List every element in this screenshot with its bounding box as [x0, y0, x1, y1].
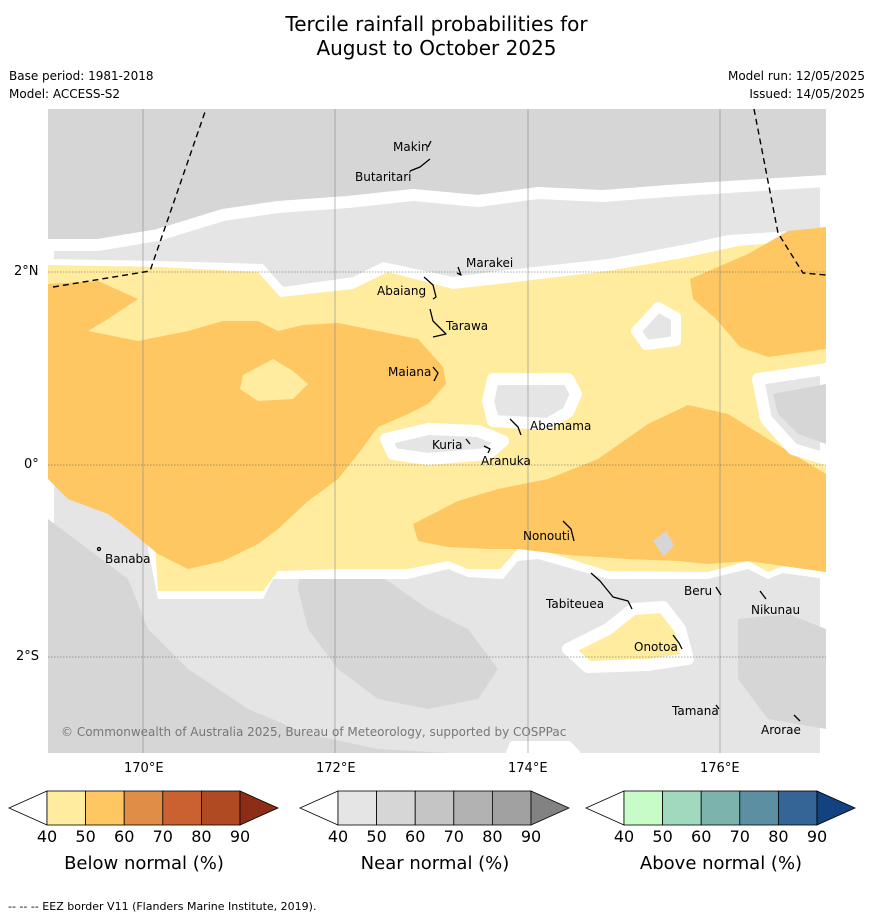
- region-near-50-se: [738, 614, 826, 729]
- colorbar-below-segment-1: [85, 790, 125, 826]
- colorbar-near: [299, 790, 570, 826]
- colorbar-near-arrow-high: [530, 790, 570, 826]
- island-arorae: Arorae: [761, 723, 801, 737]
- colorbar-above-tick: 40: [613, 827, 635, 846]
- colorbar-near-segment-1: [376, 790, 416, 826]
- lat-label-2n: 2°N: [14, 264, 39, 279]
- colorbar-below-arrow-high: [239, 790, 279, 826]
- colorbar-below-segment-3: [162, 790, 202, 826]
- colorbar-near-tick: 90: [520, 827, 542, 846]
- region-below-50-ne: [690, 227, 826, 357]
- colorbar-below-title: Below normal (%): [64, 853, 224, 874]
- lat-label-2s: 2°S: [16, 649, 40, 664]
- colorbar-near-tick: 70: [443, 827, 464, 846]
- island-beru: Beru: [684, 584, 712, 598]
- colorbar-below: [8, 790, 279, 826]
- colorbar-below-tick: 90: [229, 827, 251, 846]
- region-near-40-central: [482, 373, 582, 430]
- colorbar-above-tick: 70: [729, 827, 750, 846]
- colorbar-near-segment-0: [337, 790, 377, 826]
- colorbar-below-tick: 70: [152, 827, 173, 846]
- island-marakei: Marakei: [466, 256, 513, 270]
- colorbar-near-segment-2: [414, 790, 455, 826]
- colorbar-above-segment-4: [777, 790, 818, 826]
- region-near-50-small: [653, 531, 674, 557]
- colorbar-above-tick: 80: [768, 827, 789, 846]
- colorbar-below-tick: 40: [36, 827, 58, 846]
- colorbar-above-segment-0: [623, 790, 663, 826]
- colorbar-below-segment-2: [123, 790, 164, 826]
- island-aranuka: Aranuka: [481, 454, 531, 468]
- meta-left: Base period: 1981-2018 Model: ACCESS-S2: [9, 67, 154, 103]
- region-below-50-south: [413, 405, 826, 572]
- colorbar-below-arrow-low: [8, 790, 48, 826]
- colorbar-near-tick: 60: [405, 827, 426, 846]
- region-below-40-onotoa: [562, 601, 694, 673]
- island-kuria: Kuria: [432, 438, 463, 452]
- island-makin: Makin: [393, 140, 429, 154]
- colorbar-near-arrow-low: [299, 790, 339, 826]
- colorbar-above-tick: 50: [652, 827, 673, 846]
- island-nonouti: Nonouti: [523, 529, 570, 543]
- meta-right: Model run: 12/05/2025 Issued: 14/05/2025: [728, 67, 865, 103]
- island-abemama: Abemama: [530, 419, 591, 433]
- island-maiana: Maiana: [388, 365, 431, 379]
- base-period: Base period: 1981-2018: [9, 69, 154, 83]
- island-tabiteuea: Tabiteuea: [545, 597, 604, 611]
- gridlines: [142, 109, 721, 753]
- title-line-1: Tercile rainfall probabilities for: [285, 12, 588, 36]
- model-run: Model run: 12/05/2025: [727, 69, 865, 83]
- lat-label-0: 0°: [24, 457, 39, 472]
- colorbar-below-tick: 50: [75, 827, 96, 846]
- eez-border: [52, 109, 826, 288]
- island-abaiang: Abaiang: [377, 284, 426, 298]
- colorbar-below-segment-0: [46, 790, 86, 826]
- copyright-notice: © Commonwealth of Australia 2025, Bureau…: [61, 725, 566, 739]
- colorbar-near-segment-4: [491, 790, 532, 826]
- colorbar-above-segment-3: [739, 790, 779, 826]
- colorbar-near-tick: 80: [482, 827, 503, 846]
- colorbar-near-title: Near normal (%): [360, 853, 510, 874]
- island-nikunau: Nikunau: [751, 603, 800, 617]
- region-near-40-east-small: [631, 302, 681, 350]
- colorbar-below-segment-4: [200, 790, 241, 826]
- region-below-40-bottom: [506, 741, 580, 753]
- model-name: Model: ACCESS-S2: [9, 87, 121, 101]
- map-title: Tercile rainfall probabilities for Augus…: [0, 12, 873, 60]
- colorbar-above-arrow-high: [816, 790, 856, 826]
- island-tarawa: Tarawa: [445, 319, 488, 333]
- forecast-map: Makin Butaritari Marakei Abaiang Tarawa …: [48, 109, 826, 753]
- colorbar-above-arrow-low: [585, 790, 625, 826]
- colorbar-below-tick: 60: [114, 827, 135, 846]
- island-butaritari: Butaritari: [355, 170, 412, 184]
- region-near-50-south-2: [298, 549, 498, 709]
- colorbar-below-tick: 80: [191, 827, 212, 846]
- colorbar-above-segment-2: [700, 790, 741, 826]
- lon-label-174e: 174°E: [508, 761, 548, 776]
- title-line-2: August to October 2025: [316, 36, 557, 60]
- region-below-50-west: [48, 281, 446, 569]
- region-near-50-south: [48, 519, 448, 753]
- colorbar-above-tick: 60: [691, 827, 712, 846]
- lon-label-176e: 176°E: [700, 761, 740, 776]
- island-onotoa: Onotoa: [634, 640, 678, 654]
- colorbar-near-tick: 40: [327, 827, 349, 846]
- lon-label-170e: 170°E: [124, 761, 164, 776]
- island-banaba: Banaba: [105, 552, 151, 566]
- region-near-40-kuria: [380, 423, 509, 465]
- colorbar-near-segment-3: [453, 790, 493, 826]
- eez-footnote: -- -- -- EEZ border V11 (Flanders Marine…: [8, 900, 317, 913]
- colorbar-above-title: Above normal (%): [639, 853, 803, 874]
- island-tamana: Tamana: [671, 704, 719, 718]
- issued-date: Issued: 14/05/2025: [749, 87, 865, 101]
- lon-label-172e: 172°E: [316, 761, 356, 776]
- colorbar-above: [585, 790, 856, 826]
- colorbar-near-tick: 50: [366, 827, 387, 846]
- region-below-40-inset: [240, 359, 308, 401]
- island-outlines: [96, 140, 801, 722]
- region-near-50-east: [773, 384, 826, 444]
- colorbar-above-segment-1: [662, 790, 702, 826]
- colorbar-above-tick: 90: [806, 827, 828, 846]
